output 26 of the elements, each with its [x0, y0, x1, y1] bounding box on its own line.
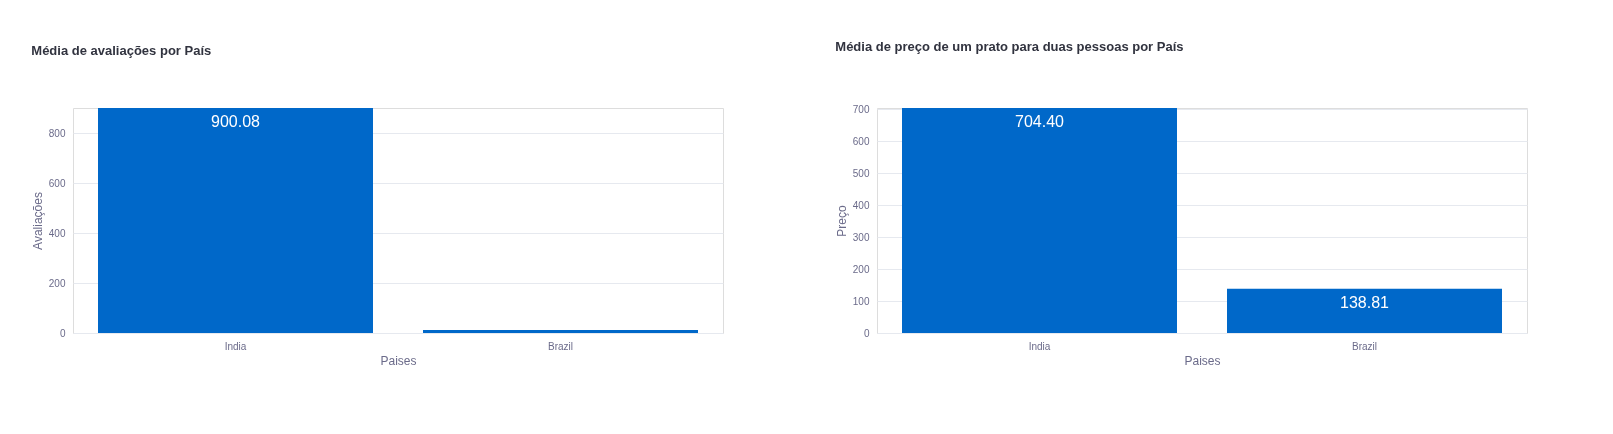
chart-title: Média de preço de um prato para duas pessoas por País: [835, 39, 1184, 55]
x-tick-label: India: [1028, 340, 1051, 352]
y-tick-label: 200: [852, 263, 870, 275]
y-tick-label: 400: [852, 199, 870, 211]
y-tick-label: 0: [863, 327, 870, 339]
x-tick-label: Brazil: [1351, 340, 1378, 352]
y-tick-label: 0: [59, 327, 66, 339]
y-tick-label: 500: [852, 167, 870, 179]
y-axis-title: Preço: [834, 205, 849, 237]
x-tick-label: Brazil: [547, 340, 574, 352]
x-axis-title: Paises: [1184, 353, 1221, 368]
y-tick-label: 200: [48, 277, 66, 289]
y-tick-label: 600: [48, 177, 66, 189]
y-tick-label: 800: [48, 127, 66, 139]
data-label: 138.81: [1340, 293, 1390, 311]
chart-title: Média de avaliações por País: [31, 43, 212, 58]
x-tick-label: India: [224, 340, 247, 352]
y-tick-label: 700: [852, 103, 870, 115]
y-tick-label: 400: [48, 227, 66, 239]
x-axis-title: Paises: [380, 353, 417, 368]
data-label: 900.08: [211, 113, 261, 130]
y-tick-label: 100: [852, 295, 870, 307]
y-tick-label: 600: [852, 135, 870, 147]
y-axis-title: Avaliações: [30, 192, 45, 250]
y-tick-label: 300: [852, 231, 870, 243]
data-label: 704.40: [1015, 113, 1065, 130]
